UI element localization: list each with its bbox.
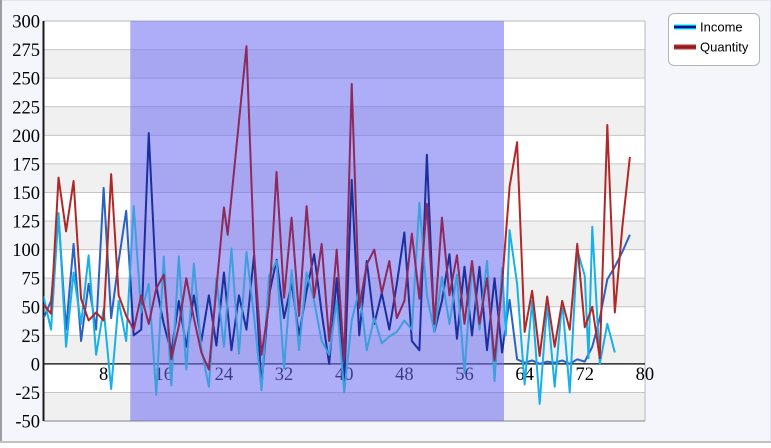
- svg-text:72: 72: [576, 365, 595, 385]
- svg-text:300: 300: [12, 13, 40, 33]
- svg-text:-25: -25: [15, 384, 40, 404]
- svg-text:50: 50: [22, 298, 41, 318]
- svg-text:25: 25: [22, 327, 41, 347]
- svg-text:100: 100: [12, 241, 40, 261]
- svg-text:150: 150: [12, 184, 40, 204]
- svg-text:8: 8: [99, 365, 108, 385]
- svg-text:200: 200: [12, 127, 40, 147]
- svg-text:75: 75: [22, 270, 41, 290]
- svg-text:Quantity: Quantity: [700, 40, 749, 55]
- svg-text:125: 125: [12, 213, 40, 233]
- svg-text:0: 0: [31, 355, 40, 375]
- svg-text:-50: -50: [15, 413, 40, 433]
- svg-text:275: 275: [12, 41, 40, 61]
- svg-text:80: 80: [636, 365, 655, 385]
- svg-text:175: 175: [12, 155, 40, 175]
- svg-text:Income: Income: [700, 20, 743, 35]
- svg-text:250: 250: [12, 70, 40, 90]
- svg-text:225: 225: [12, 98, 40, 118]
